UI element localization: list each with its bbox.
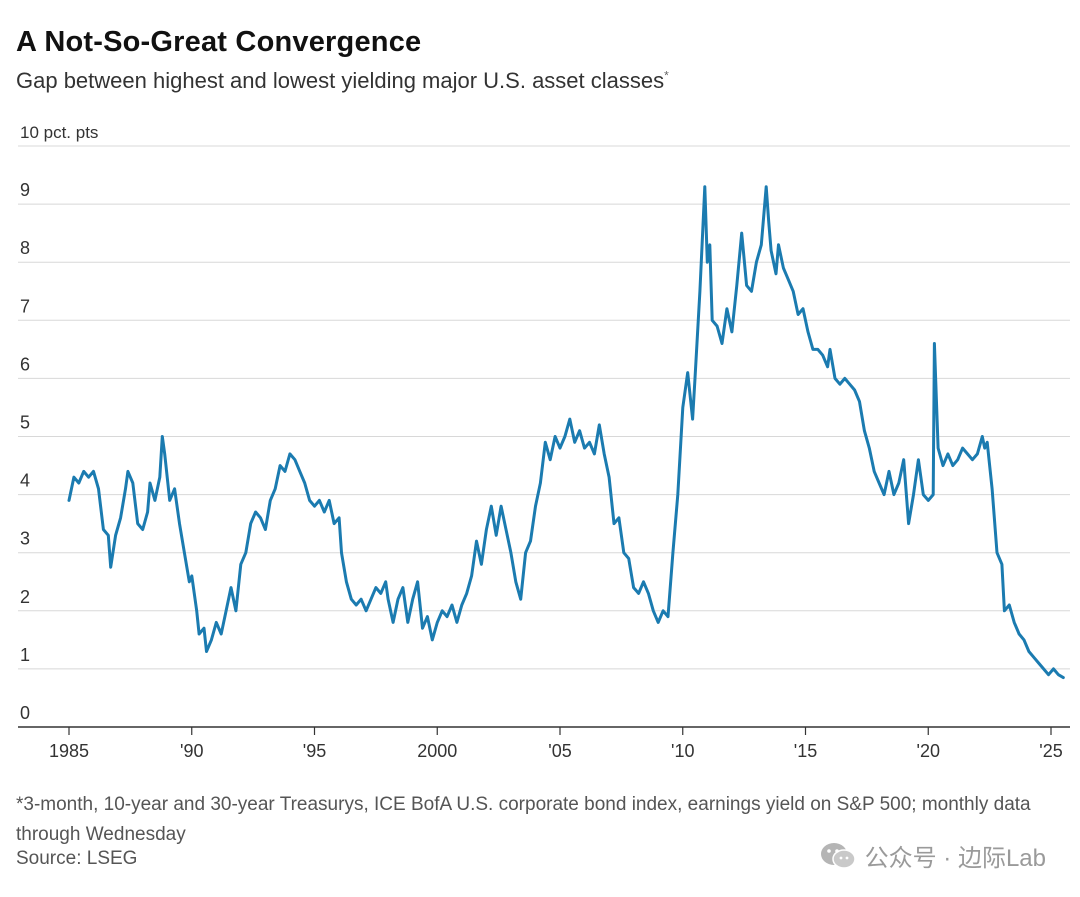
x-tick-label: 1985 — [49, 741, 89, 761]
x-tick-label: '15 — [794, 741, 817, 761]
x-tick-label: 2000 — [417, 741, 457, 761]
x-tick-label: '95 — [303, 741, 326, 761]
y-axis-labels: 0 1 2 3 4 5 6 7 8 9 10 pct. pts — [20, 123, 98, 723]
chart-title: A Not-So-Great Convergence — [16, 26, 422, 58]
y-tick-label: 8 — [20, 238, 30, 258]
y-tick-label: 0 — [20, 703, 30, 723]
y-tick-label: 5 — [20, 413, 30, 433]
y-tick-label: 7 — [20, 296, 30, 316]
x-axis: 1985 '90 '95 2000 '05 '10 '15 '20 '25 — [18, 726, 1070, 761]
x-tick-label: '25 — [1039, 741, 1062, 761]
y-tick-label: 9 — [20, 180, 30, 200]
subtitle-text: Gap between highest and lowest yielding … — [16, 68, 665, 93]
footnote: *3-month, 10-year and 30-year Treasurys,… — [16, 794, 1031, 845]
y-tick-label: 4 — [20, 471, 30, 491]
wechat-icon — [820, 842, 856, 869]
line-chart: 0 1 2 3 4 5 6 7 8 9 10 pct. pts 1985 '90 '95 2000 '05 '… — [18, 123, 1070, 761]
y-tick-label: 2 — [20, 587, 30, 607]
x-tick-label: '05 — [548, 741, 571, 761]
x-tick-label: '90 — [180, 741, 203, 761]
series-line-0 — [67, 185, 1065, 680]
y-tick-label: 1 — [20, 645, 30, 665]
watermark: 公众号 · 边际Lab — [819, 838, 1046, 873]
watermark-text: 公众号 · 边际Lab — [864, 845, 1046, 872]
gridlines — [18, 145, 1070, 670]
x-tick-label: '20 — [917, 741, 940, 761]
source-note: Source: LSEG — [16, 848, 138, 869]
footnote-marker: * — [664, 68, 669, 83]
series — [67, 185, 1065, 680]
y-tick-label: 3 — [20, 529, 30, 549]
chart-subtitle: Gap between highest and lowest yielding … — [16, 68, 669, 94]
y-tick-label: 10 pct. pts — [20, 123, 98, 142]
y-tick-label: 6 — [20, 354, 30, 374]
x-tick-label: '10 — [671, 741, 694, 761]
